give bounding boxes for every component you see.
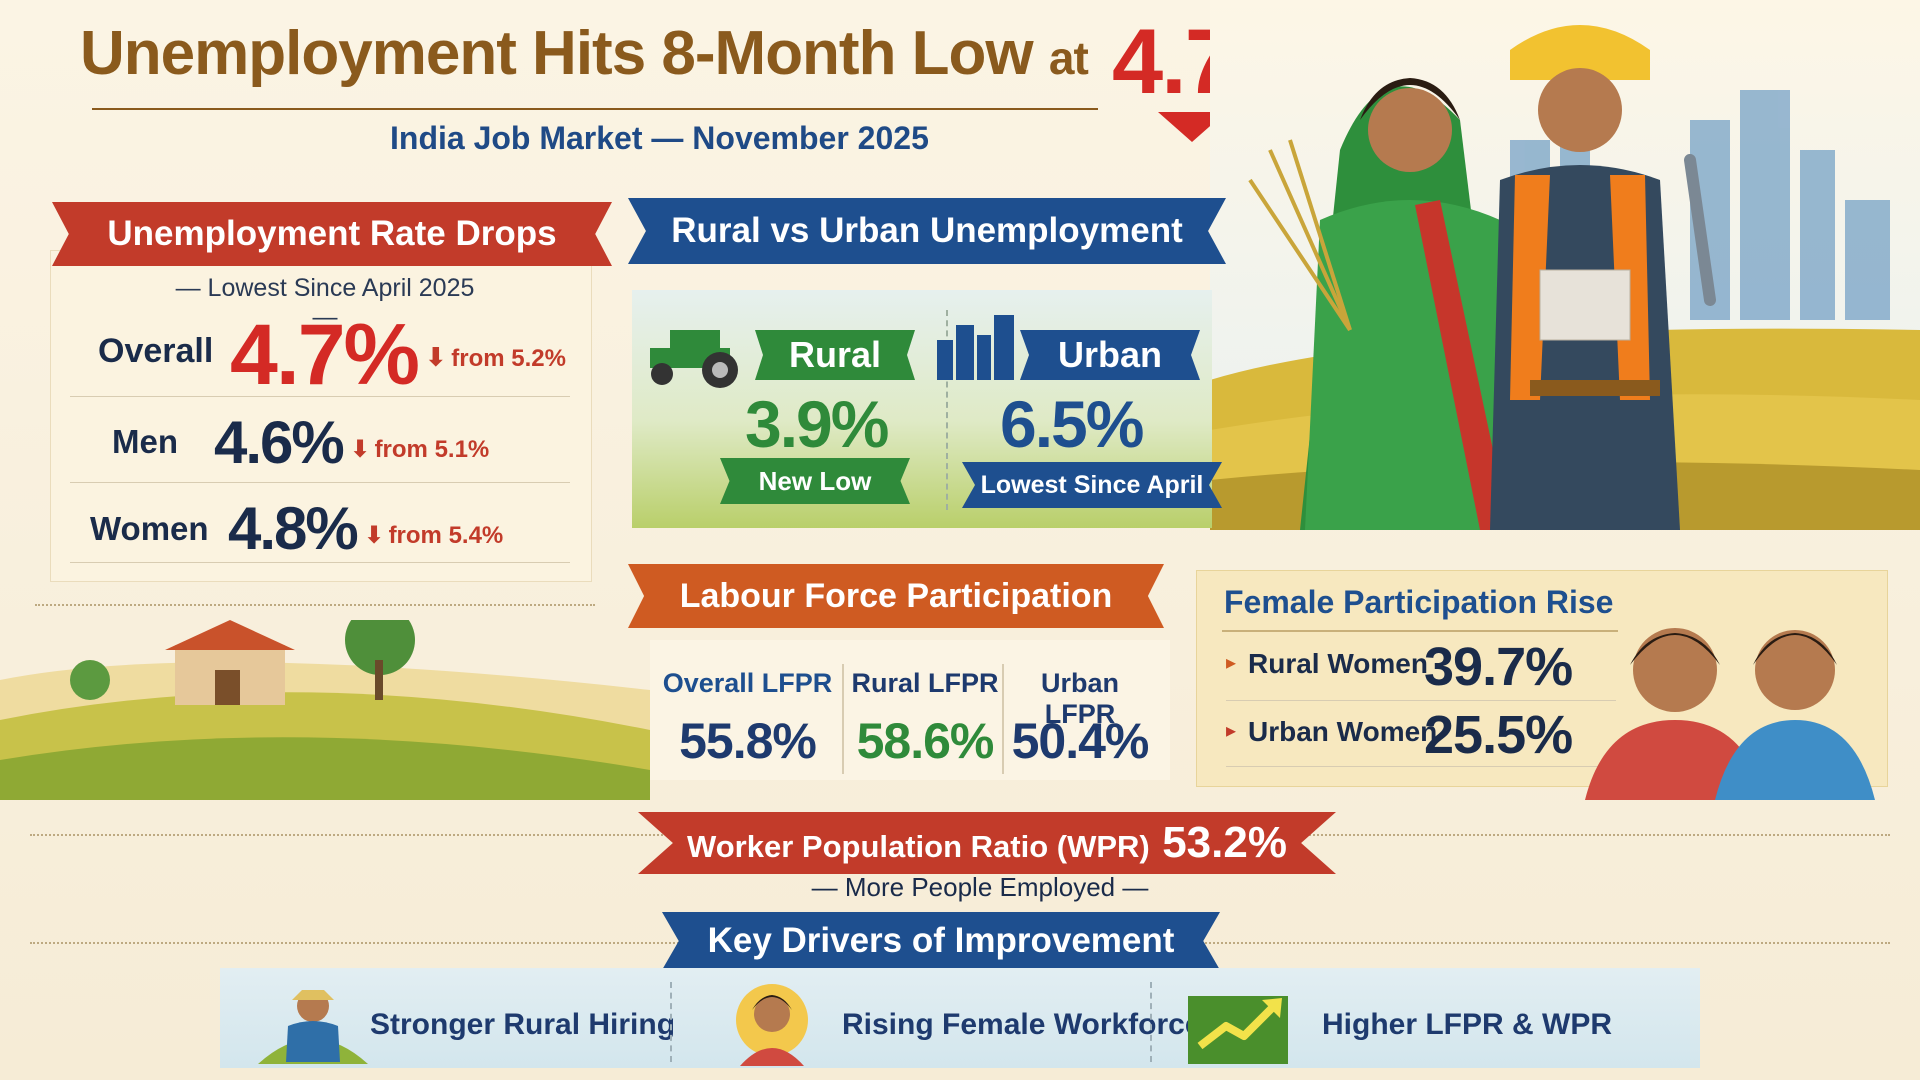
title-at: at: [1048, 32, 1089, 84]
down-arrow-icon: ⬇: [364, 522, 385, 549]
unemployment-panel: [50, 250, 592, 582]
woman-farmer-figure: [1248, 78, 1520, 530]
section-divider: [35, 604, 595, 606]
page-title: Unemployment Hits 8-Month Low at: [80, 18, 1089, 89]
rural-women-label: Rural Women: [1248, 648, 1428, 679]
page-subtitle: India Job Market — November 2025: [390, 120, 929, 156]
wpr-note-row: — More People Employed —: [811, 872, 1149, 902]
farm-landscape-illustration: [0, 620, 650, 800]
column-divider: [842, 664, 844, 774]
workers-illustration: [1210, 0, 1920, 530]
rural-value: 3.9%: [745, 387, 889, 461]
urban-note: Lowest Since April: [962, 462, 1222, 508]
urban-women-value: 25.5%: [1424, 705, 1573, 765]
women-value: 4.8%: [228, 495, 359, 562]
row-divider: [1226, 700, 1616, 701]
title-text: Unemployment Hits 8-Month Low: [80, 19, 1034, 88]
driver-lfpr-label: Higher LFPR & WPR: [1322, 1008, 1612, 1041]
men-change: ⬇ from 5.1%: [350, 435, 489, 464]
female-heading: Female Participation Rise: [1224, 584, 1614, 620]
vertical-divider: [946, 310, 949, 510]
title-divider: [92, 108, 1098, 110]
city-buildings-icon: [937, 315, 1014, 380]
unemployment-heading: Unemployment Rate Drops: [52, 202, 612, 266]
urban-women-label: Urban Women: [1248, 716, 1438, 747]
wpr-label: Worker Population Ratio (WPR): [687, 829, 1150, 864]
women-from: from 5.4%: [388, 522, 504, 549]
women-portraits-illustration: [1585, 628, 1875, 800]
down-arrow-icon: ⬇: [350, 436, 371, 463]
down-arrow-icon: ⬇: [425, 342, 447, 372]
lfpr-rural-value: 58.6%: [856, 713, 995, 769]
row-divider: [70, 396, 570, 397]
wpr-banner: Worker Population Ratio (WPR) 53.2%: [638, 812, 1336, 874]
column-divider: [1150, 982, 1152, 1062]
growth-chart-icon: [1188, 996, 1288, 1064]
drivers-heading: Key Drivers of Improvement: [662, 912, 1220, 970]
column-divider: [670, 982, 672, 1062]
wpr-note: More People Employed: [844, 872, 1116, 902]
lfpr-rural-label: Rural LFPR: [851, 668, 999, 698]
woman-icon: [736, 984, 808, 1066]
drivers-panel: [220, 968, 1700, 1068]
women-change: ⬇ from 5.4%: [364, 521, 503, 550]
lfpr-urban-label: Urban LFPR: [1040, 668, 1119, 729]
men-from: from 5.1%: [374, 436, 490, 463]
bullet-icon: ▸: [1226, 652, 1237, 674]
row-divider: [70, 562, 570, 563]
rural-label: Rural: [755, 330, 915, 380]
rural-note: New Low: [720, 458, 910, 504]
lfpr-overall-label: Overall LFPR: [662, 668, 833, 698]
men-value: 4.6%: [214, 409, 345, 476]
lfpr-heading: Labour Force Participation: [628, 564, 1164, 628]
overall-from: from 5.2%: [451, 345, 566, 372]
lfpr-overall-value: 55.8%: [679, 713, 817, 769]
overall-value: 4.7%: [230, 307, 420, 403]
urban-label: Urban: [1020, 330, 1200, 380]
driver-rural-label: Stronger Rural Hiring: [370, 1008, 676, 1041]
bullet-icon: ▸: [1226, 720, 1237, 742]
lfpr-urban-value: 50.4%: [1011, 713, 1150, 769]
tractor-icon: [650, 330, 738, 388]
farmer-icon: [258, 990, 368, 1064]
overall-change: ⬇ from 5.2%: [425, 342, 566, 373]
urban-value: 6.5%: [1000, 387, 1144, 461]
wpr-value: 53.2%: [1162, 818, 1287, 867]
men-label: Men: [112, 423, 178, 460]
unemployment-subheading: — Lowest Since April 2025 —: [175, 274, 475, 331]
drivers-item-lfpr: [1186, 986, 1296, 1066]
subheading-text: Lowest Since April 2025: [207, 274, 475, 302]
rural-women-value: 39.7%: [1424, 637, 1573, 697]
drivers-item-female: [712, 982, 832, 1066]
women-label: Women: [90, 510, 209, 547]
overall-label: Overall: [98, 332, 214, 370]
driver-female-label: Rising Female Workforce: [842, 1008, 1202, 1041]
heading-divider: [1222, 630, 1618, 632]
rural-urban-heading: Rural vs Urban Unemployment: [628, 198, 1226, 264]
drivers-item-rural: [258, 984, 368, 1064]
row-divider: [1226, 766, 1616, 767]
lfpr-panel: [650, 640, 1170, 780]
row-divider: [70, 482, 570, 483]
construction-worker-figure: [1490, 25, 1716, 530]
column-divider: [1002, 664, 1004, 774]
